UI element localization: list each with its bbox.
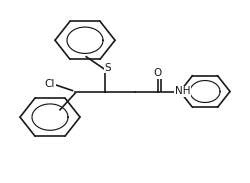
Text: NH: NH [175, 87, 190, 96]
Text: S: S [104, 63, 111, 73]
Text: Cl: Cl [45, 79, 55, 89]
Text: O: O [154, 68, 162, 78]
